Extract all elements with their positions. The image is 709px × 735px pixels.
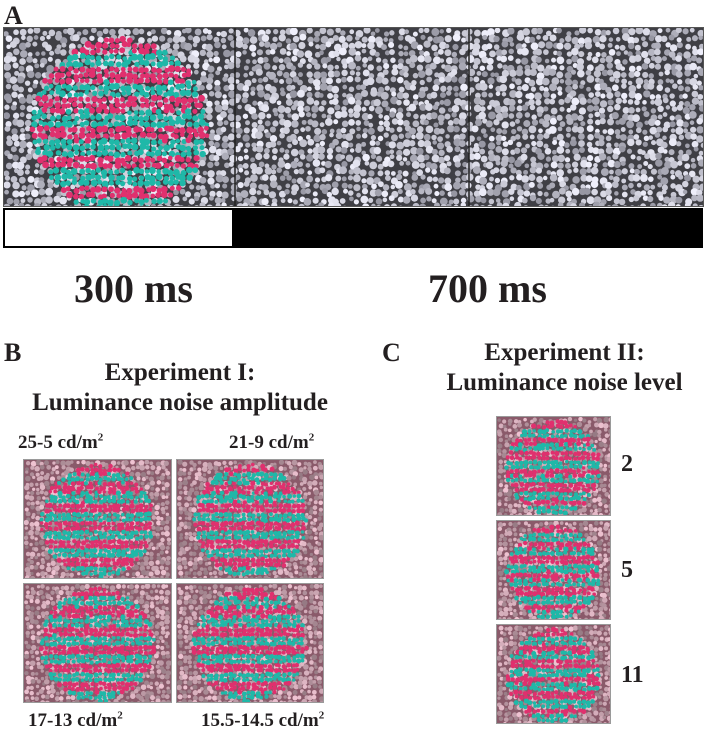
stimulus-off-bar [234, 208, 703, 248]
grating-stimulus-graphic [24, 584, 171, 702]
experiment-2-title-line2: Luminance noise level [446, 369, 683, 396]
noise-level-image-3 [496, 624, 611, 724]
grating-stimulus-graphic [177, 460, 323, 578]
condition-label-4: 15.5-14.5 cd/m2 [201, 709, 325, 731]
panel-b-letter: B [4, 338, 22, 367]
experiment-2-title: Experiment II: Luminance noise level [420, 338, 709, 398]
noise-level-label-2: 5 [621, 557, 633, 583]
noise-level-label-3: 11 [621, 662, 644, 688]
grating-stimulus-graphic [497, 417, 610, 515]
stimulus-image-1 [23, 459, 172, 579]
condition-label-3: 17-13 cd/m2 [28, 709, 123, 731]
stimulus-image-2 [176, 459, 324, 579]
grating-stimulus-graphic [497, 625, 610, 723]
grating-stimulus-graphic [24, 460, 171, 578]
stimulus-on-bar [3, 208, 234, 248]
grating-stimulus-graphic [177, 584, 323, 702]
experiment-1-title-line2: Luminance noise amplitude [32, 389, 328, 416]
trial-sequence-frames [4, 28, 703, 206]
grating-stimulus-graphic [497, 521, 610, 619]
stimulus-image-4 [176, 583, 324, 703]
experiment-1-title: Experiment I: Luminance noise amplitude [0, 358, 360, 418]
noise-level-image-1 [496, 416, 611, 516]
duration-300ms: 300 ms [74, 266, 193, 311]
experiment-2-title-line1: Experiment II: [484, 339, 645, 366]
panel-c-letter: C [382, 338, 401, 367]
duration-700ms: 700 ms [428, 266, 547, 311]
stimulus-image-3 [23, 583, 172, 703]
noise-level-image-2 [496, 520, 611, 620]
experiment-1-title-line1: Experiment I: [104, 359, 256, 386]
condition-label-2: 21-9 cd/m2 [229, 431, 315, 453]
condition-label-1: 25-5 cd/m2 [18, 431, 104, 453]
noise-level-label-1: 2 [621, 451, 633, 477]
panel-a-letter: A [4, 1, 23, 30]
trial-sequence-strip [3, 27, 704, 207]
